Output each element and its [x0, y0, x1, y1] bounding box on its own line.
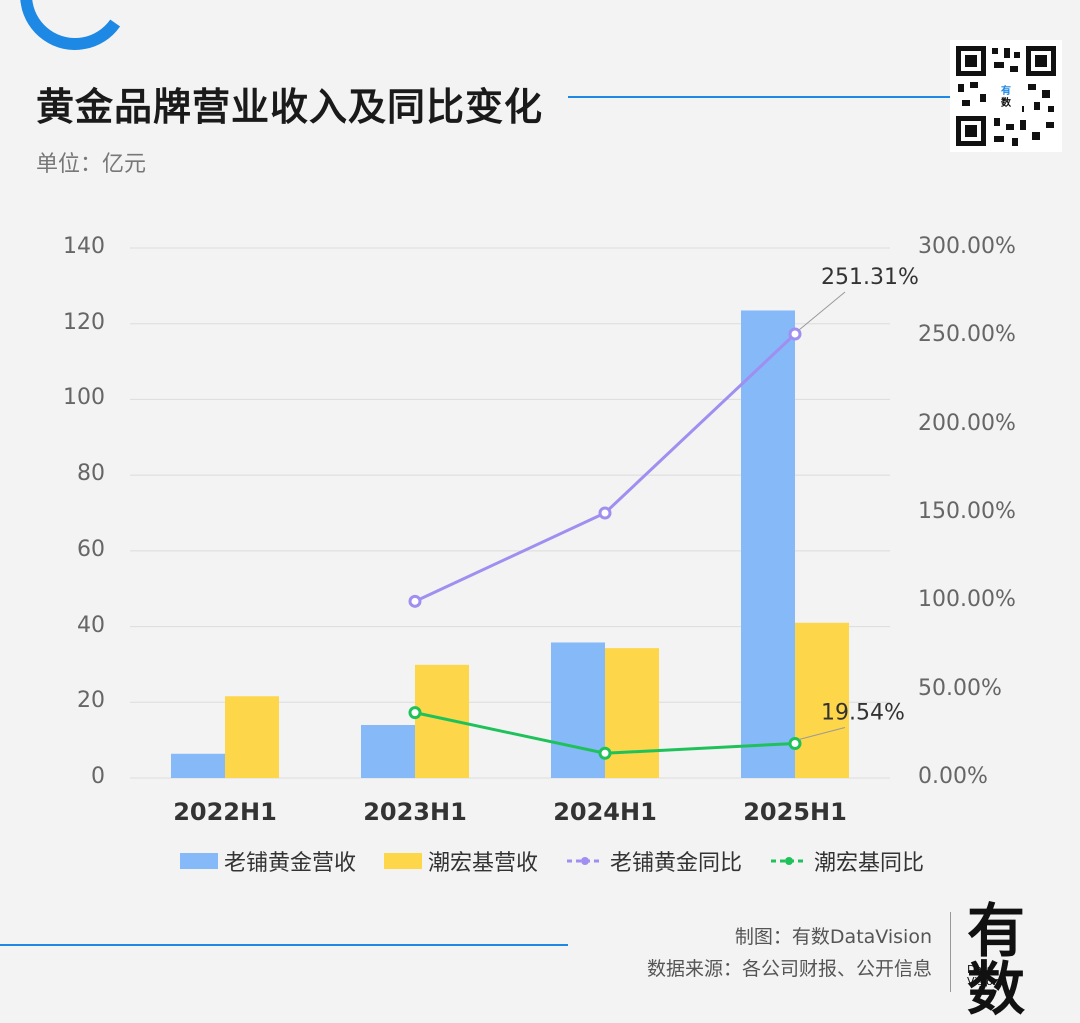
left-tick-label: 40	[77, 612, 105, 638]
chart-canvas: 251.31% 19.54%	[130, 247, 919, 779]
legend-swatch	[384, 853, 423, 869]
brand-logo-subtext: Data Vision	[967, 964, 1000, 987]
point-laopu-yoy	[408, 594, 422, 608]
legend-item-chaohongji-revenue: 潮宏基营收	[384, 845, 538, 877]
right-tick-label: 50.00%	[918, 675, 1002, 701]
left-tick-label: 120	[63, 309, 105, 335]
category-label: 2023H1	[363, 798, 467, 826]
left-tick-label: 0	[91, 764, 105, 789]
point-chaohongji-yoy	[788, 736, 802, 750]
left-tick-label: 80	[77, 461, 105, 487]
bar-laopu-2023H1	[361, 725, 415, 778]
point-laopu-yoy	[598, 506, 612, 520]
legend-item-laopu-yoy: 老铺黄金同比	[566, 845, 742, 877]
qr-code-icon: 有 数	[950, 40, 1062, 152]
category-label: 2022H1	[173, 798, 277, 826]
point-chaohongji-yoy	[598, 746, 612, 760]
bar-laopu-2024H1	[551, 642, 605, 778]
annotation-label: 251.31%	[821, 265, 919, 290]
annotation-label: 19.54%	[821, 700, 905, 725]
svg-text:数: 数	[1001, 96, 1012, 109]
legend-swatch	[567, 857, 604, 865]
annotation-leader	[798, 726, 846, 740]
category-label: 2024H1	[553, 798, 657, 826]
bar-chaohongji-2022H1	[225, 696, 279, 778]
chart-title: 黄金品牌营业收入及同比变化	[36, 85, 544, 129]
annotation-leader	[798, 291, 846, 331]
left-tick-label: 100	[63, 385, 105, 411]
right-tick-label: 100.00%	[918, 587, 1016, 613]
legend-label: 潮宏基同比	[814, 851, 925, 876]
footer-divider	[950, 912, 951, 992]
point-chaohongji-yoy	[408, 706, 422, 720]
legend-item-laopu-revenue: 老铺黄金营收	[180, 845, 356, 877]
bar-chaohongji-2025H1	[795, 622, 849, 778]
unit-label: 单位：亿元	[36, 152, 147, 177]
footer-source: 数据来源：各公司财报、公开信息	[646, 958, 932, 980]
line-laopu-yoy	[414, 332, 797, 603]
brand-logo: 有数 Data Vision	[965, 902, 1060, 1018]
left-tick-label: 20	[77, 688, 105, 714]
right-tick-label: 200.00%	[918, 410, 1016, 436]
legend-label: 老铺黄金同比	[610, 851, 743, 876]
footer-credit: 制图：有数DataVision	[734, 926, 932, 948]
right-tick-label: 0.00%	[918, 764, 988, 789]
legend-swatch	[771, 857, 808, 865]
bar-laopu-2025H1	[741, 310, 795, 778]
left-tick-label: 140	[63, 234, 105, 259]
legend-label: 潮宏基营收	[428, 851, 539, 876]
left-tick-label: 60	[77, 536, 105, 562]
legend-item-chaohongji-yoy: 潮宏基同比	[770, 845, 924, 877]
legend-label: 老铺黄金营收	[224, 851, 357, 876]
right-tick-label: 250.00%	[918, 322, 1016, 348]
bar-chaohongji-2024H1	[605, 648, 659, 778]
title-underline	[568, 96, 950, 98]
category-label: 2025H1	[743, 798, 847, 826]
footer-line	[0, 944, 568, 946]
bar-laopu-2022H1	[171, 753, 225, 778]
legend-swatch	[180, 853, 218, 869]
brand-logo-subtext-line2: Vision	[967, 974, 1000, 988]
right-tick-label: 300.00%	[918, 234, 1016, 259]
point-laopu-yoy	[788, 327, 802, 341]
right-tick-label: 150.00%	[918, 499, 1016, 524]
legend: 老铺黄金营收 潮宏基营收 老铺黄金同比 潮宏基同比	[180, 845, 924, 877]
svg-text:有: 有	[1001, 84, 1011, 97]
brand-logo-subtext-line1: Data	[967, 963, 994, 976]
